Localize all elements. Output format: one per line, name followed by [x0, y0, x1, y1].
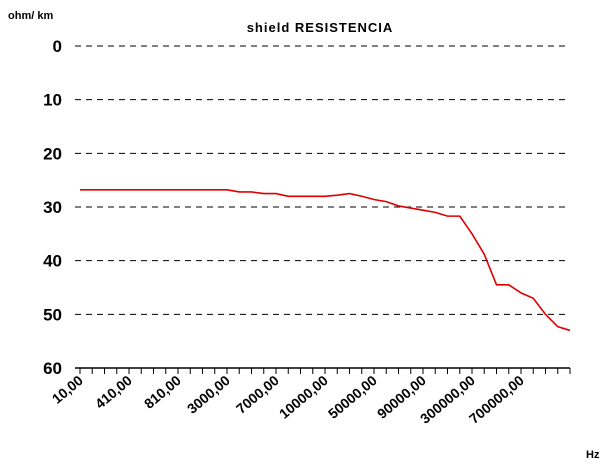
y-tick-label: 0 — [53, 37, 62, 56]
x-tick-label: 7000,00 — [233, 372, 282, 417]
chart-title: shield RESISTENCIA — [247, 20, 394, 35]
y-tick-label: 30 — [43, 198, 62, 217]
x-tick-label: 700000,00 — [466, 372, 527, 427]
data-line — [80, 189, 571, 332]
y-tick-label: 20 — [43, 144, 62, 163]
y-tick-label: 10 — [43, 91, 62, 110]
x-axis-label: Hz — [586, 449, 600, 461]
x-tick-label: 410,00 — [92, 372, 135, 412]
x-tick-label: 810,00 — [141, 372, 184, 412]
y-tick-label: 60 — [43, 359, 62, 378]
x-tick-label: 50000,00 — [325, 372, 380, 422]
x-tick-label: 10000,00 — [276, 372, 331, 422]
y-axis-label: ohm/ km — [8, 10, 53, 22]
x-tick-label: 3000,00 — [184, 372, 233, 417]
y-tick-label: 50 — [43, 305, 62, 324]
y-tick-label: 40 — [43, 252, 62, 271]
